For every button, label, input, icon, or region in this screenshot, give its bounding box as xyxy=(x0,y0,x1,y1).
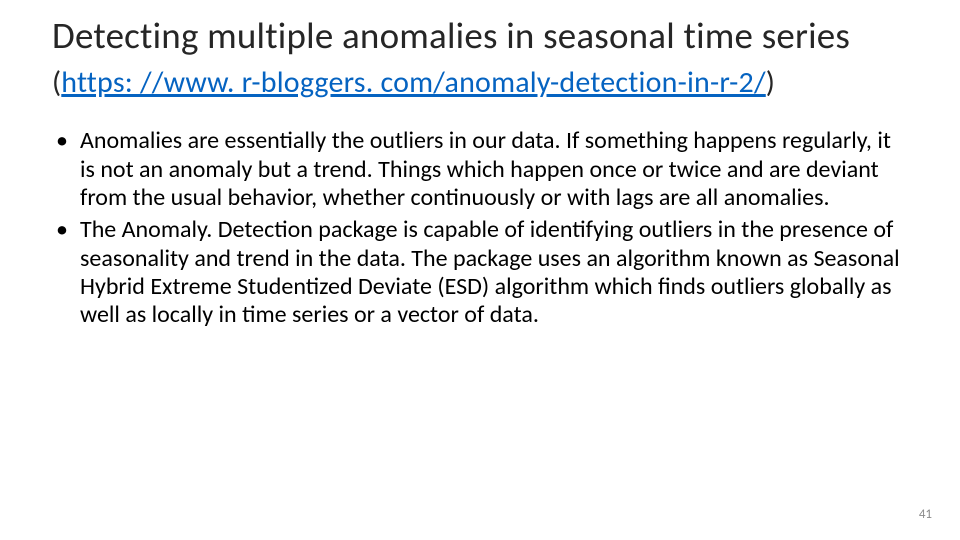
slide: Detecting multiple anomalies in seasonal… xyxy=(0,0,960,540)
bullet-text: Anomalies are essentially the outliers i… xyxy=(80,126,891,212)
slide-body: Anomalies are essentially the outliers i… xyxy=(52,127,908,329)
title-link[interactable]: https: //www. r-bloggers. com/anomaly-de… xyxy=(61,64,765,101)
title-paren-close: ) xyxy=(766,64,775,101)
title-paren-open: ( xyxy=(52,64,61,101)
title-main-text: Detecting multiple anomalies in seasonal… xyxy=(52,13,850,58)
bullet-text: The Anomaly. Detection package is capabl… xyxy=(80,215,900,329)
page-number: 41 xyxy=(919,507,932,522)
bullet-item: The Anomaly. Detection package is capabl… xyxy=(52,216,908,329)
slide-title: Detecting multiple anomalies in seasonal… xyxy=(52,14,908,101)
bullet-item: Anomalies are essentially the outliers i… xyxy=(52,127,908,212)
